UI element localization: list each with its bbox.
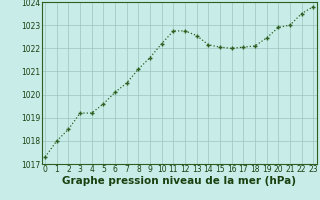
X-axis label: Graphe pression niveau de la mer (hPa): Graphe pression niveau de la mer (hPa)	[62, 176, 296, 186]
